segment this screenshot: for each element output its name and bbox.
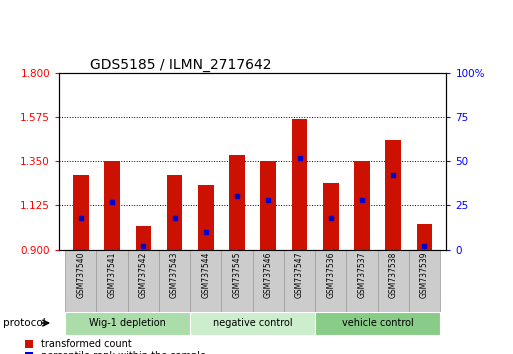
Text: GSM737546: GSM737546 [264, 251, 273, 298]
Bar [323, 183, 339, 250]
Bar [284, 250, 315, 312]
Bar [229, 155, 245, 250]
Text: protocol: protocol [3, 318, 45, 328]
Text: GSM737537: GSM737537 [358, 251, 366, 298]
Bar [167, 175, 183, 250]
Text: GSM737544: GSM737544 [201, 251, 210, 298]
Bar [190, 312, 315, 335]
Bar [159, 250, 190, 312]
Text: GDS5185 / ILMN_2717642: GDS5185 / ILMN_2717642 [90, 58, 271, 72]
Text: GSM737536: GSM737536 [326, 251, 335, 298]
Bar [315, 250, 346, 312]
Text: negative control: negative control [213, 318, 292, 328]
Bar [261, 161, 276, 250]
Text: GSM737538: GSM737538 [389, 251, 398, 298]
Bar [104, 161, 120, 250]
Bar [73, 175, 89, 250]
Bar [65, 250, 96, 312]
Text: GSM737542: GSM737542 [139, 251, 148, 298]
Text: GSM737541: GSM737541 [108, 251, 116, 298]
Text: GSM737539: GSM737539 [420, 251, 429, 298]
Text: Wig-1 depletion: Wig-1 depletion [89, 318, 166, 328]
Bar [198, 185, 213, 250]
Text: vehicle control: vehicle control [342, 318, 413, 328]
Bar [385, 141, 401, 250]
Bar [409, 250, 440, 312]
Bar [354, 161, 370, 250]
Bar [96, 250, 128, 312]
Bar [292, 119, 307, 250]
Bar [346, 250, 378, 312]
Bar [128, 250, 159, 312]
Bar [378, 250, 409, 312]
Text: GSM737545: GSM737545 [232, 251, 242, 298]
Bar [417, 224, 432, 250]
Bar [315, 312, 440, 335]
Text: GSM737547: GSM737547 [295, 251, 304, 298]
Text: GSM737540: GSM737540 [76, 251, 85, 298]
Bar [190, 250, 222, 312]
Legend: transformed count, percentile rank within the sample: transformed count, percentile rank withi… [25, 339, 206, 354]
Text: GSM737543: GSM737543 [170, 251, 179, 298]
Bar [65, 312, 190, 335]
Bar [135, 226, 151, 250]
Bar [222, 250, 253, 312]
Bar [253, 250, 284, 312]
